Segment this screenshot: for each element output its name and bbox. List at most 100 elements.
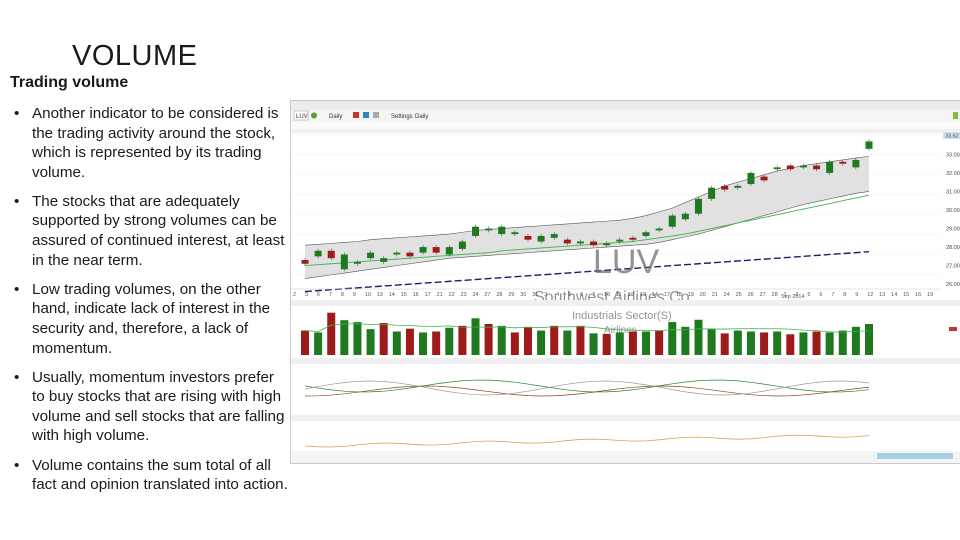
watermark-sector: Industrials Sector(S)	[572, 310, 672, 322]
volume-bar	[301, 330, 309, 355]
indicator-line-green	[304, 379, 870, 393]
volume-bar	[405, 328, 414, 355]
indicator2-header	[291, 415, 960, 421]
date-tick-label: 7	[329, 292, 332, 298]
volume-bar	[865, 323, 873, 355]
volume-bar	[760, 332, 769, 355]
candle	[314, 250, 322, 257]
date-tick-label: 29	[508, 292, 514, 298]
volume-bar	[537, 330, 546, 355]
candle	[550, 234, 558, 238]
candle	[694, 198, 702, 214]
date-axis: 2 3 6 7 8 9 10 13 14 15 16 17 21 22 23 24 27 28 29 30 31 3 4 5 6…	[291, 288, 941, 300]
bullet-glyph: •	[14, 368, 20, 386]
volume-bar	[720, 333, 729, 355]
volume-bar	[851, 326, 860, 355]
settings-button[interactable]: Settings	[391, 114, 413, 120]
date-tick-label: 14	[389, 292, 395, 298]
date-tick-label: 26	[748, 292, 754, 298]
date-tick-label: 28	[772, 292, 778, 298]
candle	[616, 239, 624, 242]
volume-bar	[628, 331, 637, 355]
candle	[537, 235, 545, 242]
date-tick-label: 5	[568, 292, 571, 298]
date-tick-label: 10	[365, 292, 371, 298]
last-price-tag	[943, 132, 960, 139]
toolbar	[291, 110, 960, 122]
volume-bar	[746, 331, 755, 355]
print-icon[interactable]	[373, 112, 379, 118]
price-axis-label: 33.00	[946, 153, 960, 159]
candle	[760, 176, 768, 181]
indicator-tool-icon[interactable]	[363, 112, 369, 118]
symbol-input[interactable]	[293, 110, 309, 121]
date-tick-label: 6	[580, 292, 583, 298]
filter-icon[interactable]	[953, 112, 958, 119]
bullet-text: Another indicator to be considered is th…	[32, 105, 279, 181]
candle	[406, 252, 414, 257]
date-tick-label: 5	[807, 292, 810, 298]
bullet-text: The stocks that are adequately supported…	[32, 192, 285, 269]
candle	[576, 241, 584, 244]
candle	[393, 252, 401, 255]
date-tick-label: 17	[425, 292, 431, 298]
date-tick-label: 21	[712, 292, 718, 298]
date-tick-label: 14	[652, 292, 658, 298]
date-tick-label: 10	[604, 292, 610, 298]
candle	[367, 252, 375, 259]
volume-panel	[301, 312, 873, 355]
date-tick-label: 14	[891, 292, 897, 298]
date-tick-label: 13	[377, 292, 383, 298]
bullet-glyph: •	[14, 280, 20, 298]
date-tick-label: 19	[927, 292, 933, 298]
candle	[445, 247, 453, 255]
go-icon[interactable]	[311, 112, 317, 119]
legend-strip	[291, 129, 960, 133]
bullet-item: • Low trading volumes, on the other hand,…	[12, 280, 290, 358]
volume-bar	[655, 330, 664, 355]
volume-bar	[379, 323, 388, 355]
candle	[563, 239, 571, 244]
bullet-glyph: •	[14, 192, 20, 210]
candle	[734, 185, 742, 188]
date-tick-label: 28	[496, 292, 502, 298]
candle	[799, 165, 807, 168]
date-tick-label: 16	[413, 292, 419, 298]
footer-bar	[291, 451, 960, 463]
bullet-text: Low trading volumes, on the other hand, …	[32, 280, 271, 357]
date-tick-label: 7	[831, 292, 834, 298]
candle	[839, 161, 847, 164]
month-label: Sep 2014	[781, 294, 805, 300]
volume-bar	[432, 331, 441, 355]
date-tick-label: 25	[736, 292, 742, 298]
volume-badge	[949, 327, 957, 331]
bullet-glyph: •	[14, 105, 20, 122]
indicator-line-brown	[304, 385, 870, 397]
date-tick-label: 18	[676, 292, 682, 298]
bullet-list: • Another indicator to be considered is t…	[12, 104, 290, 504]
volume-bar	[589, 333, 598, 355]
watermark-symbol: LUV	[593, 243, 659, 281]
settings-period-select[interactable]: Daily	[415, 114, 428, 120]
ma-green-line	[304, 194, 870, 267]
bullet-item: • Volume contains the sum total of all fa…	[12, 456, 290, 495]
volume-bar	[786, 334, 795, 355]
volume-bar	[707, 328, 716, 355]
period-select[interactable]: Daily	[329, 114, 342, 120]
date-tick-label: 27	[760, 292, 766, 298]
obv-line	[304, 434, 870, 448]
adx-panel	[304, 379, 870, 397]
date-tick-label: 4	[556, 292, 559, 298]
scrollbar-thumb[interactable]	[877, 453, 953, 459]
date-tick-label: 15	[401, 292, 407, 298]
volume-ma-line	[304, 323, 870, 333]
draw-tool-icon[interactable]	[353, 112, 359, 118]
candle	[642, 232, 650, 236]
date-tick-label: 31	[532, 292, 538, 298]
date-tick-label: 6	[819, 292, 822, 298]
volume-bar	[419, 332, 428, 355]
volume-bar	[773, 331, 782, 355]
date-tick-label: 24	[472, 292, 478, 298]
indicator-header	[291, 358, 960, 364]
slide-title: VOLUME	[72, 40, 198, 72]
